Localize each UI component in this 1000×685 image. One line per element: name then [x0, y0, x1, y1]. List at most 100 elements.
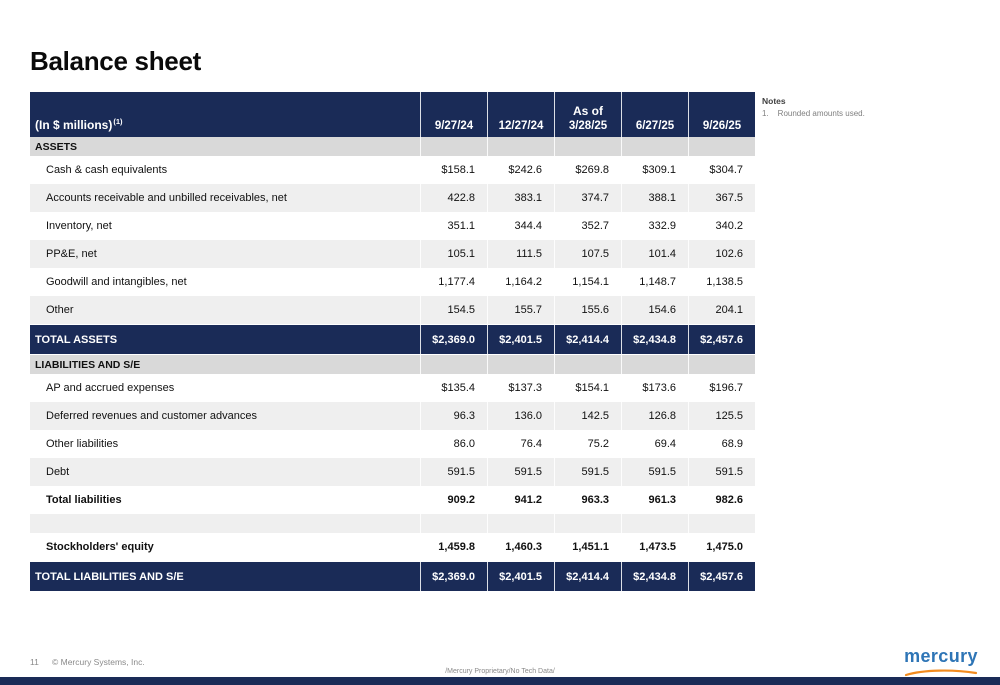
cell-value: 96.3 [420, 402, 487, 430]
cell-value: 204.1 [688, 296, 755, 324]
cell-value [420, 514, 487, 533]
cell-value [554, 514, 621, 533]
cell-value: 105.1 [420, 240, 487, 268]
cell-value: 1,460.3 [487, 533, 554, 561]
cell-value: 961.3 [621, 486, 688, 514]
cell-value: 1,475.0 [688, 533, 755, 561]
cell-value: 1,459.8 [420, 533, 487, 561]
cell-value: 76.4 [487, 430, 554, 458]
cell-value: 1,148.7 [621, 268, 688, 296]
cell-value: 352.7 [554, 212, 621, 240]
notes-panel: Notes 1. Rounded amounts used. [762, 96, 982, 118]
cell-value [554, 355, 621, 374]
cell-value [420, 355, 487, 374]
row-label: Deferred revenues and customer advances [46, 410, 257, 422]
note-number: 1. [762, 109, 769, 118]
cell-value: 332.9 [621, 212, 688, 240]
row-label: Other liabilities [46, 438, 119, 450]
cell-value: 367.5 [688, 184, 755, 212]
proprietary-marking: /Mercury Proprietary/No Tech Data/ [445, 668, 555, 675]
cell-value: 340.2 [688, 212, 755, 240]
cell-value: $2,369.0 [420, 562, 487, 591]
cell-value: 86.0 [420, 430, 487, 458]
cell-value: 1,177.4 [420, 268, 487, 296]
row-label: Inventory, net [46, 220, 112, 232]
notes-title: Notes [762, 96, 786, 106]
page-number: 11 [30, 657, 39, 667]
note-item: 1. Rounded amounts used. [762, 109, 982, 118]
table-row-debt: Debt 591.5 591.5 591.5 591.5 591.5 [30, 458, 755, 486]
cell-value: 344.4 [487, 212, 554, 240]
logo-swoosh-icon [904, 669, 978, 677]
table-row-other: Other 154.5 155.7 155.6 154.6 204.1 [30, 296, 755, 324]
cell-value: $309.1 [621, 156, 688, 184]
cell-value: 1,138.5 [688, 268, 755, 296]
table-row-accounts-receivable-and-unbilled-receivables-net: Accounts receivable and unbilled receiva… [30, 184, 755, 212]
cell-value: $2,434.8 [621, 562, 688, 591]
cell-value: 125.5 [688, 402, 755, 430]
row-label: Accounts receivable and unbilled receiva… [46, 192, 287, 204]
cell-value: $242.6 [487, 156, 554, 184]
table-row-total-assets: TOTAL ASSETS $2,369.0 $2,401.5 $2,414.4 $2,4… [30, 324, 755, 355]
table-row-pp-e-net: PP&E, net 105.1 111.5 107.5 101.4 102.6 [30, 240, 755, 268]
cell-value [487, 514, 554, 533]
row-label: AP and accrued expenses [46, 382, 175, 394]
cell-value: 102.6 [688, 240, 755, 268]
cell-value: 1,451.1 [554, 533, 621, 561]
unit-label-text: (In $ millions) [35, 118, 113, 132]
table-row-assets: ASSETS [30, 137, 755, 156]
row-label: Cash & cash equivalents [46, 164, 168, 176]
cell-value: 136.0 [487, 402, 554, 430]
cell-value: $196.7 [688, 374, 755, 402]
cell-value: 351.1 [420, 212, 487, 240]
cell-value: 111.5 [487, 240, 554, 268]
cell-value: $158.1 [420, 156, 487, 184]
as-of-label: As of [573, 103, 603, 118]
cell-value: 591.5 [554, 458, 621, 486]
cell-value: $137.3 [487, 374, 554, 402]
cell-value: 963.3 [554, 486, 621, 514]
cell-value: 1,154.1 [554, 268, 621, 296]
cell-value: 1,473.5 [621, 533, 688, 561]
cell-value: 909.2 [420, 486, 487, 514]
column-header: 12/27/24 [487, 92, 554, 137]
cell-value: $173.6 [621, 374, 688, 402]
cell-value: $269.8 [554, 156, 621, 184]
cell-value: $304.7 [688, 156, 755, 184]
row-label: Goodwill and intangibles, net [46, 276, 187, 288]
cell-value: $2,414.4 [554, 562, 621, 591]
cell-value [688, 137, 755, 156]
cell-value [688, 355, 755, 374]
cell-value: 154.6 [621, 296, 688, 324]
cell-value [487, 137, 554, 156]
row-label: Debt [46, 466, 70, 478]
cell-value [554, 137, 621, 156]
cell-value: 1,164.2 [487, 268, 554, 296]
column-header: As of 3/28/25 [554, 92, 621, 137]
table-row-cash-cash-equivalents: Cash & cash equivalents $158.1 $242.6 $269.… [30, 156, 755, 184]
row-label: Other [46, 304, 74, 316]
cell-value [420, 137, 487, 156]
cell-value: 101.4 [621, 240, 688, 268]
row-label: TOTAL LIABILITIES AND S/E [35, 570, 184, 583]
unit-label: (In $ millions) (1) [30, 92, 420, 137]
cell-value: 68.9 [688, 430, 755, 458]
date-label: 6/27/25 [635, 120, 675, 132]
table-row-total-liabilities-and-s-e: TOTAL LIABILITIES AND S/E $2,369.0 $2,401.… [30, 561, 755, 592]
cell-value: 155.7 [487, 296, 554, 324]
cell-value [621, 355, 688, 374]
mercury-logo-text: mercury [904, 646, 978, 666]
date-label: 9/26/25 [702, 120, 742, 132]
table-row-stockholders-equity: Stockholders' equity 1,459.8 1,460.3 1,451.… [30, 533, 755, 561]
cell-value: 383.1 [487, 184, 554, 212]
date-label: 3/28/25 [568, 120, 608, 132]
date-label: 9/27/24 [434, 120, 474, 132]
row-label: Stockholders' equity [46, 541, 154, 553]
cell-value: 982.6 [688, 486, 755, 514]
cell-value: 126.8 [621, 402, 688, 430]
table-row-inventory-net: Inventory, net 351.1 344.4 352.7 332.9 340.2 [30, 212, 755, 240]
cell-value: 107.5 [554, 240, 621, 268]
table-row-goodwill-and-intangibles-net: Goodwill and intangibles, net 1,177.4 1,16… [30, 268, 755, 296]
copyright-text: © Mercury Systems, Inc. [52, 657, 145, 667]
table-row-blank [30, 514, 755, 533]
